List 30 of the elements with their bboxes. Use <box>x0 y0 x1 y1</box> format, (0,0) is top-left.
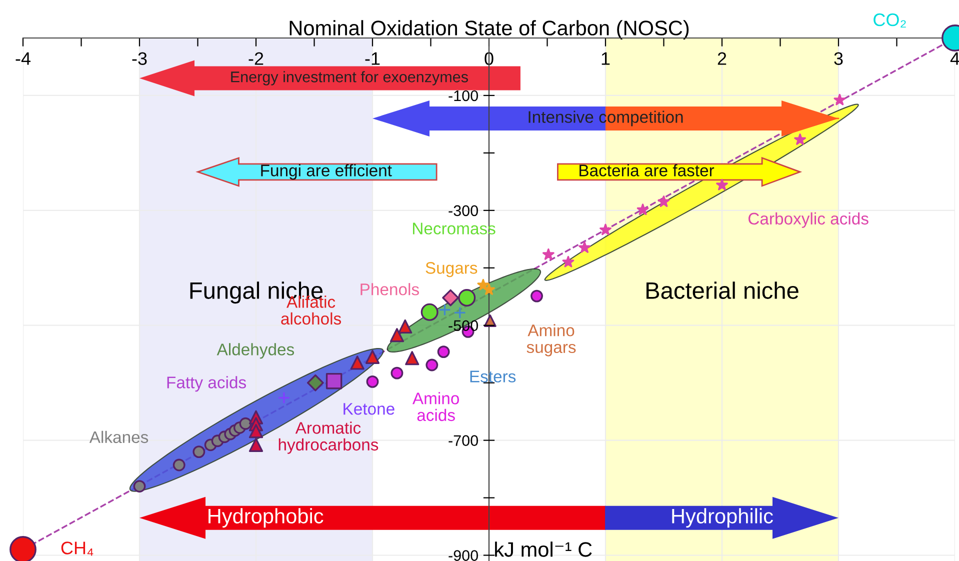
band-label: Bacterial niche <box>646 282 798 299</box>
series-label: CH₄ <box>61 542 94 556</box>
series-label: Phenols <box>360 283 419 296</box>
series-label: Carboxylic acids <box>748 212 868 228</box>
text: Ketone <box>344 403 394 415</box>
annotation: Hydrophobic <box>208 508 324 528</box>
x-tick-label: -4 <box>16 52 30 65</box>
y-tick-label: -100 <box>448 90 478 102</box>
y-tick-label: -700 <box>448 435 478 446</box>
series-label: Amino sugars <box>526 324 576 356</box>
y-tick-label: -300 <box>448 205 478 216</box>
series-label: Sugars <box>426 262 478 278</box>
x-tick-label: -2 <box>248 52 264 65</box>
y-tick-label: -900 <box>448 550 478 561</box>
series-label: Aldehydes <box>216 343 294 359</box>
x-tick-label: -1 <box>365 52 380 65</box>
x-tick-label: -3 <box>132 52 147 65</box>
text: Fatty acids <box>167 376 246 392</box>
y-axis-title: kJ mol⁻¹ C <box>495 542 592 557</box>
x-tick-label: 3 <box>834 52 843 65</box>
annotation: Energy investment for exoenzymes <box>231 71 468 86</box>
x-tick-label: 2 <box>718 52 726 65</box>
annotation: Hydrophilic <box>672 508 773 528</box>
series-label: Aromatic hydrocarbons <box>278 422 378 454</box>
x-axis-title: Nominal Oxidation State of Carbon (NOSC) <box>290 20 689 40</box>
x-tick-label: 1 <box>602 52 610 65</box>
x-tick-label: 4 <box>950 52 959 65</box>
series-label: Amino acids <box>412 392 459 422</box>
series-label: Alkanes <box>89 430 148 444</box>
text: CO₂ <box>874 13 906 28</box>
